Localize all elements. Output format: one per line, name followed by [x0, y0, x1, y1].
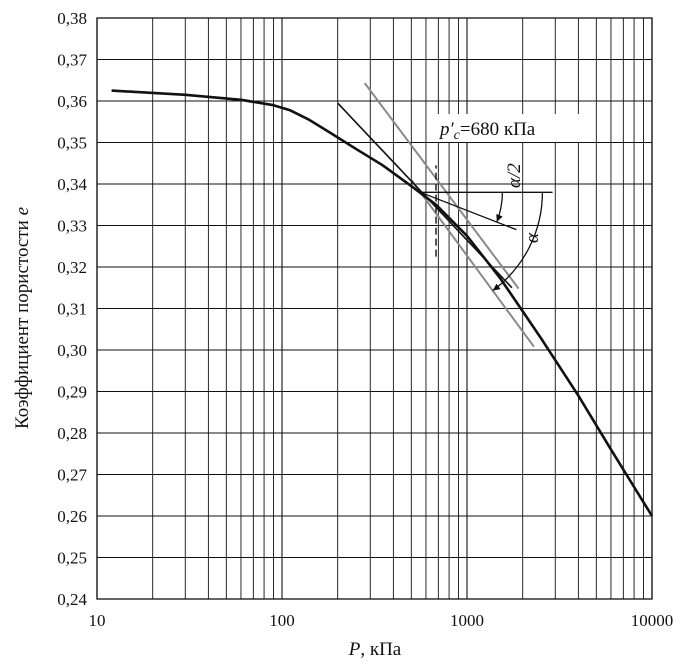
- y-tick-label: 0,35: [57, 134, 87, 153]
- annotations: p′c=680 кПа α/2 α: [437, 114, 589, 243]
- annotation-label-background: [437, 114, 589, 142]
- half-angle-label: α/2: [504, 163, 525, 188]
- bisector-line: [363, 82, 520, 290]
- y-tick-label: 0,29: [57, 383, 87, 402]
- plot-frame: [96, 17, 653, 600]
- half-angle-arrowhead: [496, 214, 503, 223]
- angle-label: α: [522, 232, 543, 243]
- x-tick-label: 100: [269, 611, 295, 630]
- x-tick-label: 10: [89, 611, 106, 630]
- x-tick-label: 10000: [631, 611, 674, 630]
- preconsolidation-label: p′c=680 кПа: [438, 119, 536, 143]
- y-tick-label: 0,36: [57, 92, 87, 111]
- tick-labels: 10 100 1000 10000 0,24 0,25 0,26 0,27 0,28 0,29 0,…: [57, 9, 673, 630]
- y-tick-label: 0,33: [57, 217, 87, 236]
- plot-lines: [111, 82, 654, 517]
- tangent-line: [337, 102, 513, 289]
- y-axis-title: Коэффициент пористости e: [12, 207, 33, 429]
- y-tick-label: 0,26: [57, 507, 87, 526]
- y-tick-label: 0,24: [57, 590, 87, 609]
- angle-arrowhead: [492, 283, 501, 291]
- grid: [96, 17, 653, 600]
- angle-arc: [492, 192, 544, 292]
- compression-curve: [111, 89, 654, 517]
- y-tick-label: 0,32: [57, 258, 87, 277]
- compression-line: [410, 179, 535, 348]
- y-tick-label: 0,31: [57, 300, 87, 319]
- y-tick-label: 0,37: [57, 51, 87, 70]
- y-tick-label: 0,27: [57, 466, 87, 485]
- y-tick-label: 0,38: [57, 9, 87, 28]
- x-axis-title: P, кПа: [348, 639, 402, 660]
- y-tick-label: 0,30: [57, 341, 87, 360]
- x-tick-label: 1000: [450, 611, 484, 630]
- y-tick-label: 0,28: [57, 424, 87, 443]
- y-tick-label: 0,25: [57, 549, 87, 568]
- y-tick-label: 0,34: [57, 175, 87, 194]
- angle-bisector: [420, 191, 517, 231]
